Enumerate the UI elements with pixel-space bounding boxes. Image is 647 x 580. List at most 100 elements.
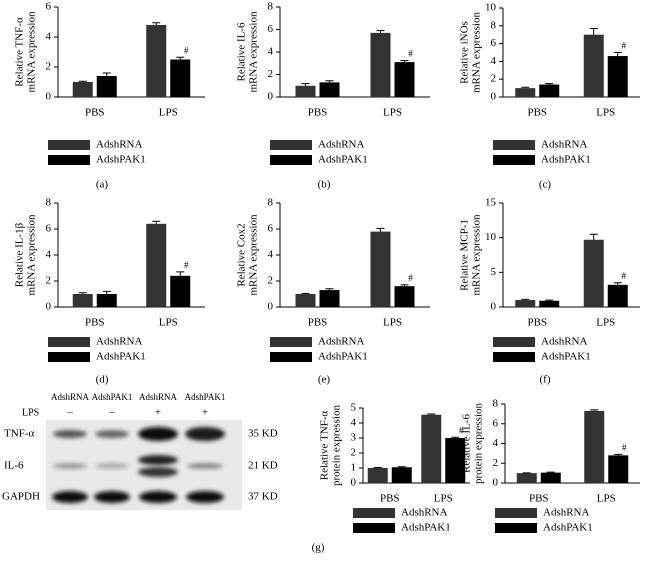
- legend-label: AdshPAK1: [401, 522, 451, 534]
- x-tick-label: LPS: [434, 493, 453, 505]
- y-axis-label: Relative IL-6: [236, 22, 248, 81]
- legend-label: AdshPAK1: [318, 351, 368, 363]
- panel-caption: (g): [312, 542, 325, 554]
- legend-label: AdshRNA: [541, 139, 588, 151]
- y-tick-label: 4: [491, 55, 497, 67]
- western-blot: AdshRNA AdshPAK1 AdshRNA AdshPAK1 LPS – …: [2, 392, 278, 510]
- legend-swatch: [353, 508, 395, 518]
- panel-caption: (d): [96, 374, 109, 386]
- panel-caption: (c): [539, 179, 552, 191]
- band: [53, 463, 87, 469]
- y-tick-label: 2: [268, 275, 274, 287]
- x-tick-label: LPS: [383, 107, 402, 119]
- error-bar: [176, 271, 185, 276]
- legend-label: AdshRNA: [543, 507, 590, 519]
- x-tick-label: LPS: [159, 317, 178, 329]
- legend-swatch: [270, 352, 312, 362]
- y-tick-label: 2: [491, 73, 497, 85]
- y-tick-label: 4: [268, 249, 274, 261]
- y-tick-label: 2: [46, 275, 52, 287]
- size-label: 37 KD: [248, 491, 278, 503]
- y-axis-label: protein expression: [473, 403, 485, 484]
- bar: [540, 472, 561, 483]
- error-bar: [78, 80, 87, 82]
- y-tick-label: 3: [351, 432, 357, 444]
- legend-swatch: [48, 155, 90, 165]
- band: [186, 491, 224, 503]
- legend-swatch: [48, 352, 90, 362]
- x-tick-label: PBS: [529, 493, 549, 505]
- y-tick-label: 4: [351, 417, 357, 429]
- y-axis-label: mRNA expression: [248, 214, 260, 295]
- y-tick-label: 4: [268, 46, 274, 58]
- legend-swatch: [493, 337, 535, 347]
- bar: [607, 56, 628, 97]
- y-tick-label: 10: [485, 2, 497, 14]
- bar-chart: 0 2 4 6 8 Relative IL-1β mRNA expression PBS LPS…: [14, 197, 205, 386]
- y-axis-label: Relative TNF-α: [14, 17, 26, 87]
- y-tick-label: 0: [493, 477, 499, 489]
- bar: [319, 290, 340, 307]
- y-axis-label: mRNA expression: [26, 11, 38, 92]
- lane-label: AdshRNA: [51, 392, 90, 402]
- bar: [146, 223, 167, 307]
- y-tick-label: 2: [493, 457, 499, 469]
- x-tick-label: LPS: [596, 107, 615, 119]
- bar-chart: 0 1 2 3 4 5 Relative TNF-α protein expression PB…: [312, 402, 470, 554]
- y-tick-label: 0: [46, 301, 52, 313]
- significance-mark: #: [622, 271, 627, 281]
- row-label: IL-6: [4, 460, 24, 472]
- y-tick-label: 8: [46, 197, 52, 209]
- size-label: 21 KD: [248, 460, 278, 472]
- bar-chart: 0 5 10 15 Relative MCP-1 mRNA expression PBS LP…: [459, 197, 640, 386]
- error-bar: [521, 86, 530, 89]
- y-axis-label: mRNA expression: [248, 11, 260, 92]
- bar: [295, 294, 316, 307]
- error-bar: [325, 288, 334, 291]
- legend-swatch: [493, 155, 535, 165]
- significance-mark: #: [184, 45, 189, 55]
- legend-label: AdshRNA: [318, 336, 365, 348]
- legend-swatch: [48, 140, 90, 150]
- lane-label: AdshRNA: [139, 392, 178, 402]
- legend-label: AdshPAK1: [96, 351, 146, 363]
- legend-label: AdshPAK1: [541, 154, 591, 166]
- legend-swatch: [493, 352, 535, 362]
- error-bar: [590, 409, 599, 411]
- error-bar: [400, 59, 409, 63]
- bar: [539, 300, 560, 307]
- row-label: TNF-α: [4, 428, 34, 440]
- x-tick-label: LPS: [596, 317, 615, 329]
- error-bar: [78, 292, 87, 294]
- y-tick-label: 2: [268, 68, 274, 80]
- x-tick-label: LPS: [159, 107, 178, 119]
- y-tick-label: 6: [491, 37, 497, 49]
- treatment-mark: +: [202, 407, 208, 419]
- size-label: 35 KD: [248, 428, 278, 440]
- bar: [295, 85, 316, 97]
- legend-label: AdshRNA: [401, 507, 448, 519]
- error-bar: [521, 298, 530, 301]
- significance-mark: #: [408, 273, 413, 283]
- x-tick-label: PBS: [527, 107, 547, 119]
- treatment-label: LPS: [22, 407, 39, 418]
- bar: [421, 414, 442, 483]
- legend-swatch: [495, 523, 537, 533]
- bar: [391, 467, 412, 483]
- bar: [319, 82, 340, 97]
- y-axis-label: Relative MCP-1: [459, 219, 471, 291]
- significance-mark: #: [408, 49, 413, 59]
- error-bar: [545, 83, 554, 85]
- error-bar: [301, 83, 310, 86]
- x-tick-label: PBS: [85, 317, 105, 329]
- bar: [96, 76, 117, 97]
- bar: [607, 284, 628, 307]
- legend-label: AdshPAK1: [543, 522, 593, 534]
- x-tick-label: LPS: [383, 317, 402, 329]
- x-tick-label: PBS: [380, 493, 400, 505]
- significance-mark: #: [184, 260, 189, 270]
- bar: [72, 294, 93, 307]
- band: [138, 427, 178, 441]
- legend-label: AdshRNA: [96, 139, 143, 151]
- x-tick-label: LPS: [597, 493, 616, 505]
